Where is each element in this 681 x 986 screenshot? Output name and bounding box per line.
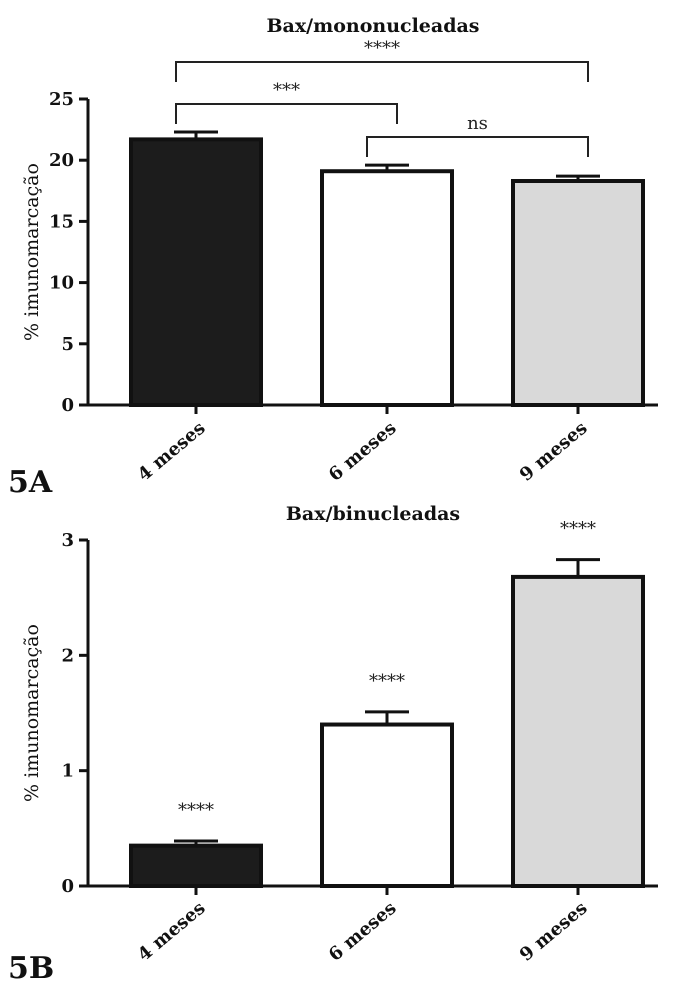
chart-title: Bax/binucleadas bbox=[286, 503, 460, 525]
significance-bracket bbox=[175, 61, 589, 82]
y-tick-label: 0 bbox=[61, 876, 74, 897]
y-tick-label: 5 bbox=[61, 334, 74, 355]
y-axis-label: % imunomarcação bbox=[21, 624, 43, 802]
x-tick-label: 9 meses bbox=[516, 418, 592, 486]
significance-bracket bbox=[366, 136, 589, 157]
significance-label: *** bbox=[273, 80, 300, 101]
significance-label: ns bbox=[467, 113, 488, 134]
panel-label: 5B bbox=[8, 951, 54, 986]
chart-title: Bax/mononucleadas bbox=[266, 15, 479, 37]
panel-label: 5A bbox=[8, 465, 53, 500]
y-axis-label: % imunomarcação bbox=[21, 163, 43, 341]
significance-label: **** bbox=[364, 38, 400, 59]
y-tick-label: 10 bbox=[49, 273, 74, 294]
y-tick-label: 25 bbox=[49, 89, 74, 110]
y-tick-label: 3 bbox=[61, 530, 74, 551]
chart-panel-b: Bax/binucleadas % imunomarcação 0 1 2 3 4 mese… bbox=[8, 503, 658, 986]
bar bbox=[511, 179, 645, 407]
y-tick-label: 1 bbox=[61, 761, 74, 782]
bar bbox=[129, 843, 263, 889]
significance-bracket bbox=[175, 103, 398, 124]
x-tick-label: 4 meses bbox=[134, 898, 210, 966]
bar bbox=[129, 137, 263, 407]
chart-panel-a: Bax/mononucleadas % imunomarcação 0 5 10 15 20… bbox=[8, 15, 658, 500]
significance-label: **** bbox=[560, 519, 596, 540]
y-tick-label: 0 bbox=[61, 395, 74, 416]
y-tick-label: 2 bbox=[61, 645, 74, 666]
x-tick-label: 6 meses bbox=[325, 898, 401, 966]
x-tick-label: 6 meses bbox=[325, 418, 401, 486]
y-tick-label: 20 bbox=[49, 150, 74, 171]
bar bbox=[511, 574, 645, 888]
x-tick-label: 9 meses bbox=[516, 898, 592, 966]
x-tick-label: 4 meses bbox=[134, 418, 210, 486]
bar bbox=[320, 169, 454, 407]
significance-label: **** bbox=[369, 671, 405, 692]
y-tick-label: 15 bbox=[49, 211, 74, 232]
significance-label: **** bbox=[178, 800, 214, 821]
bar bbox=[320, 722, 454, 888]
